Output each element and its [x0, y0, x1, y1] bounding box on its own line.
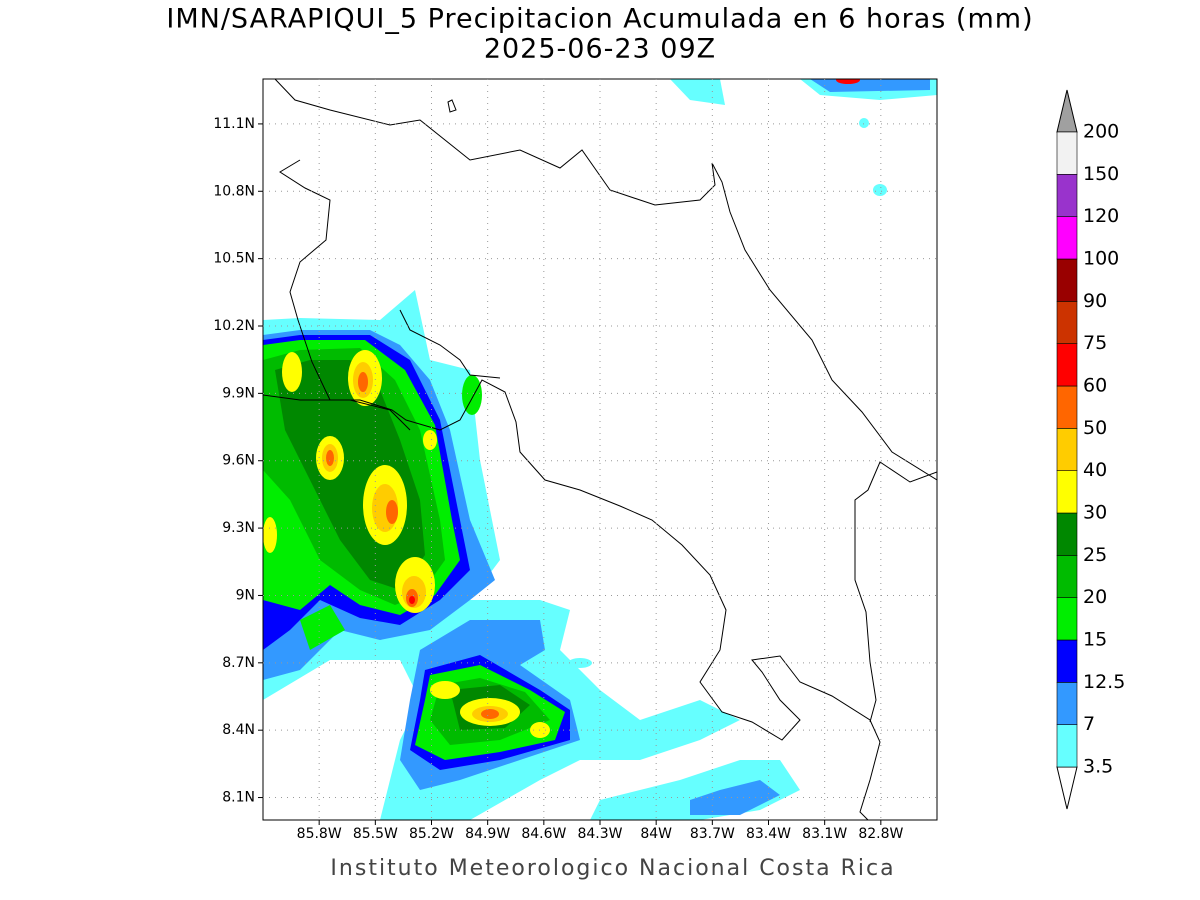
- x-tick-label: 85.5W: [353, 826, 398, 842]
- colorbar-segment: [1056, 174, 1078, 217]
- colorbar-label: 30: [1083, 502, 1107, 524]
- colorbar-label: 75: [1083, 332, 1107, 354]
- x-tick-label: 85.2W: [409, 826, 454, 842]
- x-tick-label: 82.8W: [858, 826, 903, 842]
- x-tick-label: 84.6W: [521, 826, 566, 842]
- colorbar-segment: [1056, 470, 1078, 514]
- coastline: [279, 159, 881, 820]
- title: IMN/SARAPIQUI_5 Precipitacion Acumulada …: [166, 4, 1033, 35]
- colorbar-label: 25: [1083, 544, 1107, 566]
- coastline: [274, 79, 937, 481]
- x-tick-label: 84.9W: [465, 826, 510, 842]
- colorbar-segment: [1056, 682, 1078, 725]
- y-tick-label: 11.1N: [213, 116, 255, 132]
- colorbar-label: 7: [1083, 713, 1095, 735]
- y-tick-label: 10.2N: [213, 318, 255, 334]
- y-tick-label: 9.6N: [222, 453, 255, 469]
- y-tick-label: 10.5N: [213, 251, 255, 267]
- colorbar-label: 60: [1083, 375, 1107, 397]
- colorbar-under: [1056, 766, 1078, 810]
- colorbar-segment: [1056, 512, 1078, 556]
- colorbar-segment: [1056, 216, 1078, 260]
- x-tick-label: 83.4W: [746, 826, 791, 842]
- x-tick-label: 83.7W: [690, 826, 735, 842]
- subtitle: 2025-06-23 09Z: [484, 34, 716, 65]
- colorbar-label: 150: [1083, 163, 1119, 185]
- colorbar-label: 20: [1083, 586, 1107, 608]
- colorbar-segment: [1056, 258, 1078, 302]
- x-tick-label: 85.8W: [297, 826, 342, 842]
- y-tick-label: 8.1N: [222, 790, 255, 806]
- footer: Instituto Meteorologico Nacional Costa R…: [330, 856, 895, 881]
- y-tick-label: 10.8N: [213, 183, 255, 199]
- colorbar-segment: [1056, 724, 1078, 768]
- colorbar-segment: [1056, 301, 1078, 344]
- x-tick-label: 84.3W: [577, 826, 622, 842]
- y-tick-label: 8.7N: [222, 655, 255, 671]
- y-tick-label: 9N: [236, 587, 255, 603]
- colorbar-segment: [1056, 639, 1078, 683]
- colorbar-segment: [1056, 555, 1078, 598]
- y-tick-label: 9.9N: [222, 385, 255, 401]
- coastlines: [263, 79, 937, 820]
- colorbar-label: 120: [1083, 205, 1119, 227]
- colorbar-label: 100: [1083, 248, 1119, 270]
- colorbar-segment: [1056, 131, 1078, 175]
- colorbar-label: 200: [1083, 121, 1119, 143]
- colorbar-label: 40: [1083, 459, 1107, 481]
- x-tick-label: 83.1W: [802, 826, 847, 842]
- island: [447, 99, 457, 113]
- colorbar-label: 50: [1083, 417, 1107, 439]
- lake-shore: [263, 394, 411, 431]
- y-tick-label: 8.4N: [222, 722, 255, 738]
- colorbar-label: 3.5: [1083, 756, 1113, 778]
- colorbar-segment: [1056, 428, 1078, 471]
- precipitation-field: [263, 79, 937, 820]
- colorbar-segment: [1056, 343, 1078, 387]
- border: [399, 309, 501, 379]
- colorbar-label: 15: [1083, 629, 1107, 651]
- x-tick-label: 84W: [640, 826, 672, 842]
- colorbar-segment: [1056, 597, 1078, 641]
- y-tick-label: 9.3N: [222, 520, 255, 536]
- colorbar-label: 12.5: [1083, 671, 1125, 693]
- colorbar-label: 90: [1083, 290, 1107, 312]
- colorbar-over: [1056, 89, 1078, 133]
- border: [854, 461, 937, 723]
- colorbar-segment: [1056, 385, 1078, 429]
